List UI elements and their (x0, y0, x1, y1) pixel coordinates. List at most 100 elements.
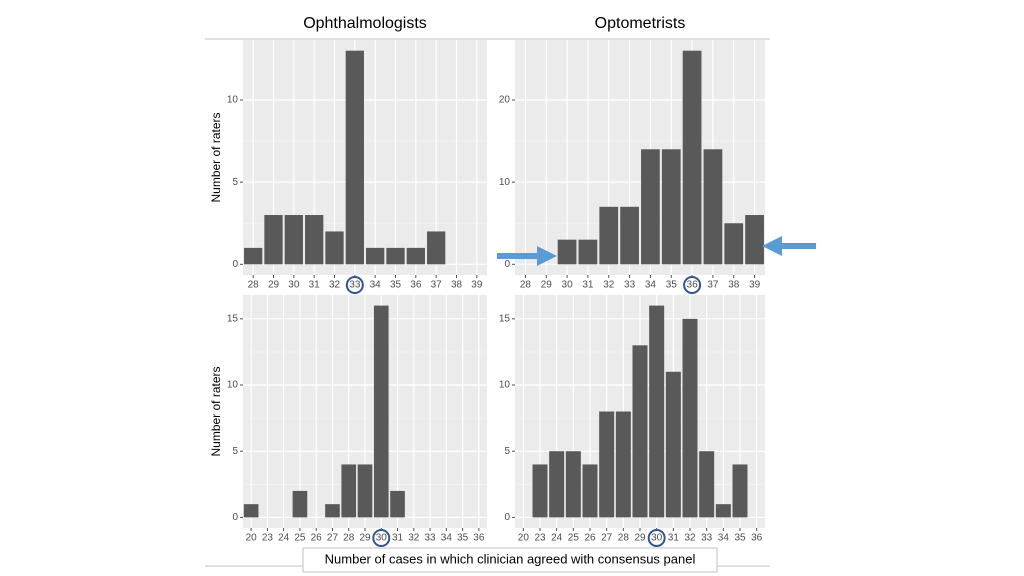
y-tick-label: 10 (227, 95, 239, 106)
bar (244, 247, 263, 265)
bar (715, 504, 731, 518)
x-tick-label: 29 (634, 533, 646, 544)
x-tick-label: 32 (684, 533, 696, 544)
arrow (762, 236, 816, 256)
panel-background (243, 40, 487, 275)
bar (641, 149, 660, 265)
x-tick-label: 30 (376, 533, 388, 544)
bar (427, 231, 446, 265)
x-tick-label: 26 (584, 533, 596, 544)
x-tick-label: 35 (666, 280, 678, 291)
x-tick-label: 34 (718, 533, 730, 544)
y-tick-label: 0 (232, 259, 238, 270)
y-tick-label: 10 (499, 177, 511, 188)
bar (532, 464, 548, 518)
x-tick-label: 37 (431, 280, 443, 291)
y-tick-label: 20 (499, 95, 511, 106)
y-tick-label: 10 (499, 380, 511, 391)
bar (732, 464, 748, 518)
x-tick-label: 28 (618, 533, 630, 544)
bar (345, 50, 364, 265)
x-tick-label: 30 (288, 280, 300, 291)
x-tick-label: 33 (349, 280, 361, 291)
bar (366, 247, 385, 265)
arrow (497, 246, 557, 266)
highlight-circle (683, 276, 702, 294)
y-tick-label: 15 (227, 313, 239, 324)
x-tick-label: 36 (410, 280, 422, 291)
x-tick-label: 27 (601, 533, 613, 544)
y-tick-label: 0 (504, 512, 510, 523)
panels: 0 5 10 Number of raters Ophthalmologists 28 29… (209, 15, 765, 547)
x-tick-label: 29 (268, 280, 280, 291)
bar (406, 247, 425, 265)
bar (661, 149, 681, 265)
bar (325, 504, 340, 518)
x-tick-label: 35 (734, 533, 746, 544)
x-tick-label: 35 (390, 280, 402, 291)
y-tick-label: 5 (232, 446, 238, 457)
x-tick-label: 24 (278, 533, 290, 544)
x-tick-label: 24 (551, 533, 563, 544)
bar (243, 504, 259, 518)
bar (682, 318, 698, 518)
x-tick-label: 33 (701, 533, 713, 544)
x-tick-label: 33 (624, 280, 636, 291)
x-tick-label: 28 (248, 280, 260, 291)
highlight-circle (372, 529, 391, 547)
x-tick-label: 32 (603, 280, 615, 291)
bar (665, 371, 681, 518)
x-tick-label: 34 (645, 280, 657, 291)
bar (632, 345, 648, 518)
bar (557, 239, 577, 265)
y-tick-label: 5 (232, 177, 238, 188)
y-tick-label: 15 (499, 313, 511, 324)
y-tick-label: 0 (232, 512, 238, 523)
x-tick-label: 27 (327, 533, 339, 544)
bar (390, 490, 405, 518)
bar (599, 411, 615, 518)
y-axis-label: Number of raters (209, 366, 223, 456)
bar (373, 305, 389, 518)
x-tick-label: 32 (329, 280, 341, 291)
column-title: Optometrists (595, 15, 686, 32)
bar (341, 464, 357, 518)
bar (325, 231, 344, 265)
x-tick-label: 35 (457, 533, 469, 544)
x-label-box (302, 547, 718, 573)
highlight-circle (345, 276, 364, 294)
x-tick-label: 38 (451, 280, 463, 291)
bar (578, 239, 598, 265)
bar (649, 305, 665, 518)
bar (745, 215, 764, 265)
bar (357, 464, 373, 518)
bar (615, 411, 631, 518)
x-tick-label: 28 (343, 533, 355, 544)
bar (565, 451, 581, 518)
x-tick-label: 31 (668, 533, 680, 544)
y-axis-label: Number of raters (209, 112, 223, 202)
y-tick-label: 5 (504, 446, 510, 457)
x-axis-label: Number of cases in which clinician agree… (325, 551, 696, 566)
bar (620, 206, 639, 265)
x-tick-label: 25 (568, 533, 580, 544)
x-tick-label: 33 (425, 533, 437, 544)
x-tick-label: 38 (728, 280, 740, 291)
x-tick-label: 25 (294, 533, 306, 544)
bar (599, 206, 619, 265)
x-tick-label: 36 (687, 280, 699, 291)
bar (264, 215, 283, 265)
x-tick-label: 30 (562, 280, 574, 291)
x-tick-label: 39 (749, 280, 761, 291)
bar (699, 451, 715, 518)
x-tick-label: 36 (751, 533, 763, 544)
x-tick-label: 36 (473, 533, 485, 544)
x-tick-label: 20 (518, 533, 530, 544)
x-tick-label: 37 (707, 280, 719, 291)
x-tick-label: 34 (370, 280, 382, 291)
bar (386, 247, 405, 265)
x-tick-label: 29 (359, 533, 371, 544)
x-tick-label: 26 (311, 533, 323, 544)
bar (724, 223, 744, 265)
